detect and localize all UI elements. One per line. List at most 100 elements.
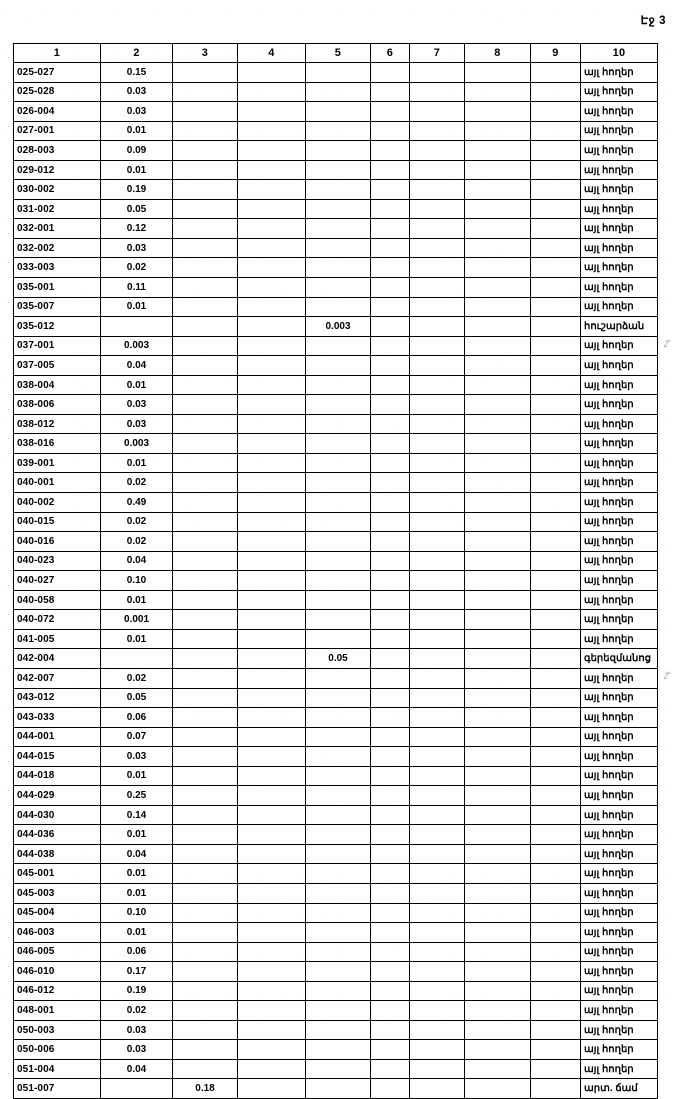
- area-cell-col2: 0.05: [100, 198, 173, 220]
- area-cell-col5: [305, 843, 371, 865]
- table-row: 051-007 0.18 արտ. ճամ: [13, 1078, 658, 1099]
- land-type-cell: այլ հողեր: [580, 355, 658, 376]
- table-row: 032-002 0.03 այլ հողեր: [13, 237, 658, 259]
- area-cell-col6: [370, 746, 410, 767]
- area-cell-col7: [409, 922, 465, 943]
- table-row: 038-006 0.03 այլ հողեր: [13, 394, 658, 415]
- area-cell-col5: [305, 667, 371, 689]
- area-cell-col8: [464, 765, 531, 787]
- parcel-code-cell: 045-003: [13, 882, 101, 904]
- area-cell-col9: [530, 355, 581, 376]
- area-cell-col5: [305, 1000, 371, 1021]
- area-cell-col2: 0.01: [100, 922, 173, 943]
- parcel-code-cell: 040-002: [13, 492, 101, 513]
- area-cell-col7: [409, 843, 465, 865]
- area-cell-col7: [409, 492, 465, 513]
- land-type-cell: այլ հողեր: [580, 980, 658, 1002]
- land-type-cell: այլ հողեր: [580, 785, 658, 806]
- area-cell-col9: [530, 237, 581, 259]
- area-cell-col9: [530, 570, 581, 591]
- area-cell-col9: [530, 1078, 581, 1099]
- column-number-header-row: 1 2 3 4 5 6 7 8 9 10: [13, 43, 658, 63]
- land-type-cell: այլ հողեր: [580, 902, 658, 924]
- area-cell-col8: [464, 81, 531, 103]
- area-cell-col5: [305, 570, 371, 591]
- parcel-code-cell: 046-010: [13, 961, 101, 982]
- area-cell-col2: 0.03: [100, 1019, 173, 1041]
- area-cell-col3: [172, 1039, 238, 1060]
- land-type-cell: այլ հողեր: [580, 765, 658, 787]
- land-type-cell: գերեզմանոց: [580, 648, 658, 669]
- area-cell-col5: [305, 609, 371, 630]
- area-cell-col6: [370, 394, 410, 415]
- area-cell-col5: [305, 961, 371, 982]
- area-cell-col6: [370, 667, 410, 689]
- land-type-cell: այլ հողեր: [580, 687, 658, 709]
- parcel-code-cell: 040-016: [13, 531, 101, 552]
- area-cell-col9: [530, 531, 581, 552]
- area-cell-col6: [370, 824, 410, 845]
- area-cell-col8: [464, 667, 531, 689]
- area-cell-col3: [172, 785, 238, 806]
- area-cell-col2: [100, 316, 173, 337]
- area-cell-col2: 0.07: [100, 726, 173, 748]
- land-type-cell: այլ հողեր: [580, 452, 658, 474]
- area-cell-col2: 0.01: [100, 765, 173, 787]
- table-row: 031-002 0.05 այլ հողեր: [13, 198, 658, 220]
- area-cell-col6: [370, 726, 410, 748]
- area-cell-col2: 0.02: [100, 667, 173, 689]
- area-cell-col7: [409, 374, 465, 396]
- area-cell-col3: [172, 570, 238, 591]
- parcel-code-cell: 044-018: [13, 765, 101, 787]
- margin-annotation: շ°: [663, 669, 671, 680]
- table-body: 025-027 0.15 այլ հողեր 025-028 0.03 այլ հողեր…: [13, 62, 658, 1099]
- parcel-code-cell: 040-001: [13, 472, 101, 494]
- area-cell-col4: [237, 296, 306, 318]
- area-cell-col9: [530, 472, 581, 494]
- area-cell-col3: [172, 882, 238, 904]
- table-row: 044-036 0.01 այլ հողեր: [13, 824, 658, 845]
- margin-annotation: շ°: [663, 337, 671, 348]
- area-cell-col9: [530, 1058, 581, 1080]
- column-header-2: 2: [100, 43, 173, 63]
- land-type-cell: այլ հողեր: [580, 961, 658, 982]
- area-cell-col5: [305, 980, 371, 1002]
- area-cell-col7: [409, 296, 465, 318]
- area-cell-col6: [370, 1019, 410, 1041]
- area-cell-col4: [237, 198, 306, 220]
- area-cell-col3: [172, 237, 238, 259]
- area-cell-col9: [530, 335, 581, 357]
- area-cell-col5: [305, 765, 371, 787]
- area-cell-col2: 0.001: [100, 609, 173, 630]
- parcel-code-cell: 050-006: [13, 1039, 101, 1060]
- area-cell-col3: [172, 824, 238, 845]
- land-type-cell: այլ հողեր: [580, 120, 658, 142]
- land-type-cell: այլ հողեր: [580, 1058, 658, 1080]
- area-cell-col8: [464, 531, 531, 552]
- land-type-cell: այլ հողեր: [580, 550, 658, 572]
- area-cell-col4: [237, 550, 306, 572]
- area-cell-col6: [370, 413, 410, 435]
- area-cell-col4: [237, 394, 306, 415]
- area-cell-col9: [530, 961, 581, 982]
- area-cell-col2: 0.04: [100, 843, 173, 865]
- area-cell-col3: [172, 218, 238, 239]
- area-cell-col6: [370, 81, 410, 103]
- area-cell-col4: [237, 237, 306, 259]
- area-cell-col8: [464, 452, 531, 474]
- area-cell-col7: [409, 628, 465, 650]
- area-cell-col7: [409, 1058, 465, 1080]
- area-cell-col5: [305, 746, 371, 767]
- area-cell-col4: [237, 941, 306, 963]
- parcel-code-cell: 041-005: [13, 628, 101, 650]
- parcel-code-cell: 038-016: [13, 433, 101, 454]
- area-cell-col6: [370, 120, 410, 142]
- area-cell-col8: [464, 374, 531, 396]
- area-cell-col7: [409, 159, 465, 181]
- area-cell-col5: [305, 1058, 371, 1080]
- land-type-cell: այլ հողեր: [580, 277, 658, 298]
- area-cell-col6: [370, 570, 410, 591]
- parcel-code-cell: 032-002: [13, 237, 101, 259]
- land-type-cell: այլ հողեր: [580, 922, 658, 943]
- column-header-10: 10: [580, 43, 658, 63]
